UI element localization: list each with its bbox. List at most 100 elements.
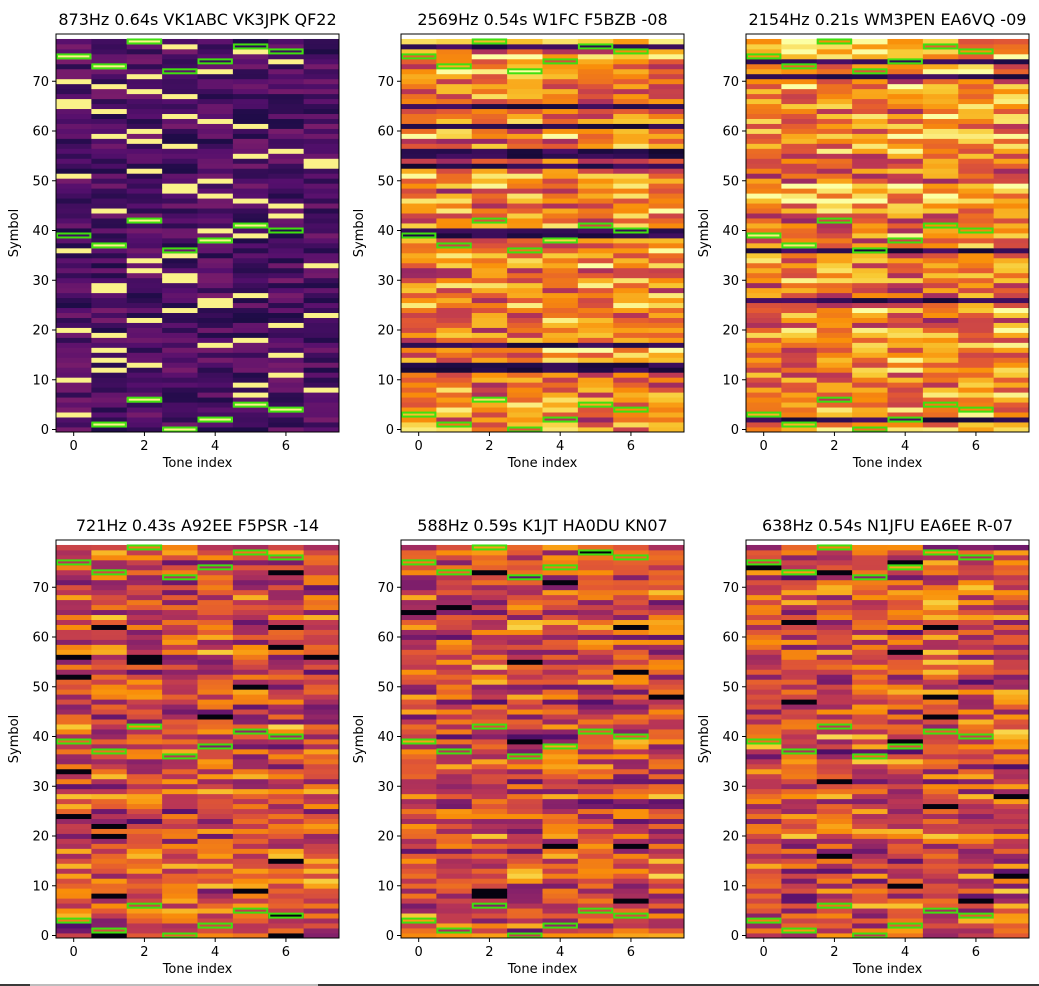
heatmap-cell — [922, 549, 959, 556]
heatmap-cell — [993, 128, 1030, 134]
sync-marker — [887, 58, 923, 65]
heatmap-cell — [507, 397, 543, 403]
heatmap-cell — [922, 223, 959, 229]
heatmap-cell — [268, 674, 305, 680]
heatmap-cell — [471, 422, 508, 428]
heatmap-cell — [436, 544, 473, 551]
heatmap-cell — [887, 392, 924, 398]
heatmap-cell — [268, 933, 305, 939]
heatmap-cell — [197, 382, 234, 388]
heatmap-cell — [268, 813, 305, 820]
heatmap-cell — [577, 412, 614, 418]
heatmap-cell — [436, 828, 473, 834]
heatmap-cell — [746, 322, 782, 328]
heatmap-cell — [471, 868, 508, 874]
sync-marker — [746, 411, 782, 418]
heatmap-cell — [507, 322, 543, 328]
heatmap-cell — [303, 589, 340, 596]
heatmap-cell — [197, 417, 234, 423]
heatmap-cell — [471, 262, 508, 269]
y-tick-label: 0 — [41, 929, 49, 944]
heatmap-cell — [436, 347, 473, 353]
heatmap-cell — [958, 544, 995, 551]
heatmap-cell — [232, 629, 269, 635]
heatmap-cell — [613, 773, 650, 780]
heatmap-cell — [781, 709, 818, 715]
sync-marker — [126, 902, 163, 909]
heatmap-cell — [887, 604, 924, 611]
heatmap-cell — [922, 928, 959, 934]
heatmap-cell — [401, 748, 437, 755]
heatmap-cell — [436, 554, 473, 561]
heatmap-cell — [401, 228, 437, 234]
heatmap-cell — [613, 198, 650, 204]
heatmap-cell — [958, 208, 995, 214]
heatmap-cell — [162, 659, 198, 665]
heatmap-cell — [781, 63, 818, 70]
heatmap-cell — [507, 599, 543, 606]
heatmap-cell — [507, 858, 543, 864]
heatmap-cell — [958, 103, 995, 110]
heatmap-cell — [958, 213, 995, 219]
heatmap-cell — [232, 163, 269, 169]
heatmap-cell — [887, 579, 924, 586]
heatmap-cell — [56, 302, 92, 309]
heatmap-cell — [91, 564, 128, 571]
heatmap-cells — [401, 38, 685, 433]
heatmap-cell — [887, 63, 924, 70]
heatmap-cell — [993, 724, 1030, 730]
heatmap-cell — [648, 158, 685, 164]
heatmap-cell — [648, 372, 685, 378]
heatmap-cell — [268, 357, 305, 363]
heatmap-cell — [507, 422, 543, 428]
heatmap-cell — [816, 739, 853, 745]
heatmap-cell — [91, 624, 128, 630]
heatmap-cell — [436, 183, 473, 189]
heatmap-cell — [746, 843, 782, 849]
heatmap-cell — [542, 402, 579, 408]
heatmap-cell — [816, 748, 853, 755]
heatmap-cell — [56, 252, 92, 259]
heatmap-cell — [852, 838, 888, 844]
heatmap-cell — [91, 544, 128, 551]
heatmap-cell — [922, 843, 959, 849]
sync-marker — [577, 222, 614, 229]
heatmap-cell — [91, 848, 128, 854]
heatmap-cell — [197, 923, 234, 929]
sync-markers — [746, 544, 994, 939]
y-tick-label: 30 — [722, 274, 739, 289]
heatmap-cell — [162, 813, 198, 820]
heatmap-cell — [91, 133, 128, 139]
heatmap-cell — [232, 272, 269, 279]
heatmap-cell — [958, 649, 995, 655]
heatmap-cell — [958, 422, 995, 428]
heatmap-cell — [781, 387, 818, 393]
heatmap-cell — [852, 183, 888, 189]
heatmap-cell — [577, 257, 614, 264]
heatmap-cell — [648, 868, 685, 874]
heatmap-cell — [56, 559, 92, 566]
heatmap-cell — [126, 83, 163, 90]
heatmap-cell — [507, 392, 543, 398]
heatmap-cell — [852, 629, 888, 635]
heatmap-cell — [922, 302, 959, 309]
heatmap-cell — [887, 828, 924, 834]
heatmap-cell — [648, 594, 685, 601]
heatmap-cell — [436, 748, 473, 755]
heatmap-cell — [922, 639, 959, 645]
heatmap-cell — [613, 267, 650, 274]
heatmap-cell — [401, 58, 437, 65]
heatmap-cell — [746, 773, 782, 780]
x-tick-label: 2 — [485, 945, 493, 960]
heatmap-cell — [613, 312, 650, 318]
heatmap-cell — [922, 422, 959, 428]
heatmap-cell — [648, 247, 685, 254]
heatmap-cell — [958, 402, 995, 408]
heatmap-cell — [436, 73, 473, 80]
heatmap-cell — [507, 604, 543, 611]
heatmap-cell — [303, 38, 340, 45]
heatmap-cell — [303, 923, 340, 929]
heatmap-cell — [816, 833, 853, 839]
heatmap-cell — [268, 113, 305, 119]
heatmap-cell — [577, 252, 614, 259]
